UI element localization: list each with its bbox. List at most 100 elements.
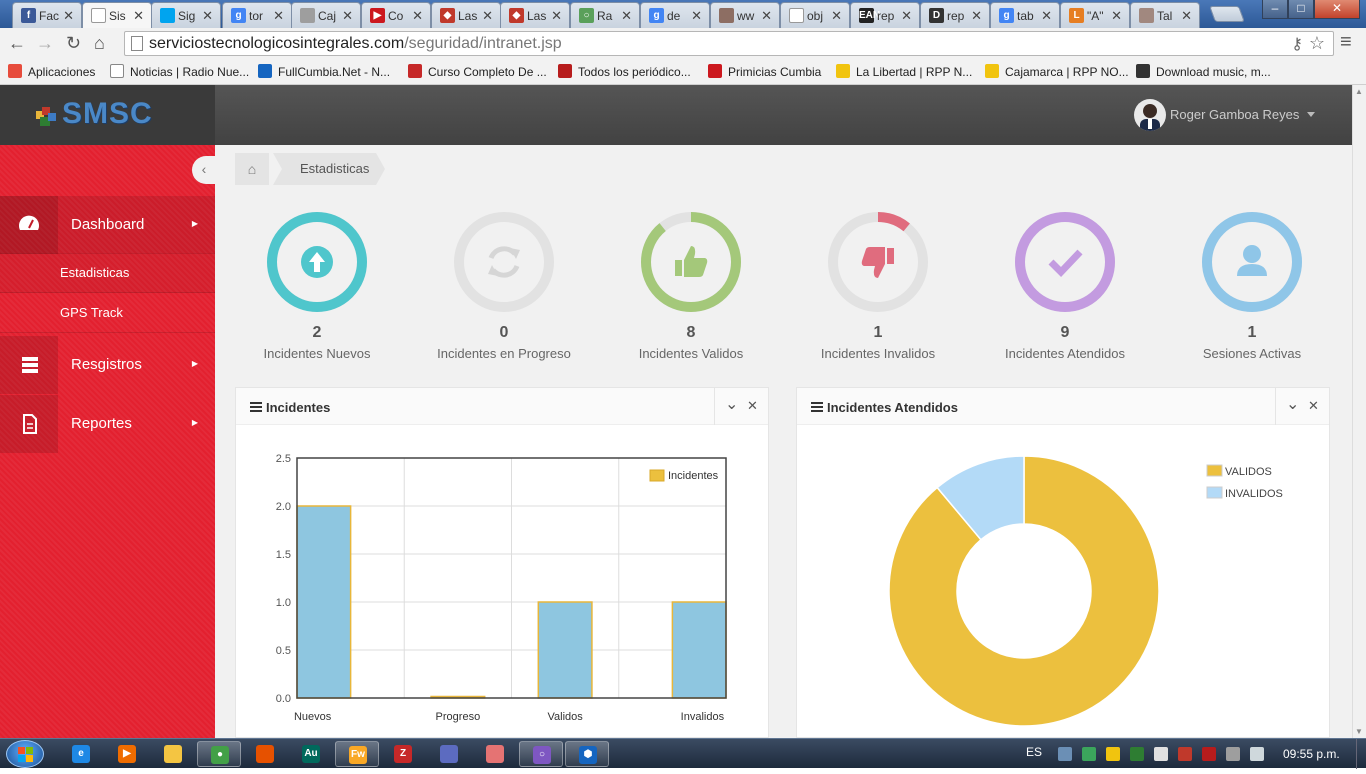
bookmark-item[interactable]: Noticias | Radio Nue... (110, 62, 249, 82)
bookmark-item[interactable]: La Libertad | RPP N... (836, 62, 972, 82)
browser-tab[interactable]: EAN rep ✕ (850, 2, 920, 28)
home-icon[interactable]: ⌂ (94, 33, 105, 53)
address-bar[interactable]: serviciostecnologicosintegrales.com/segu… (124, 31, 1334, 56)
tab-close-icon[interactable]: ✕ (901, 8, 912, 23)
start-button[interactable] (6, 740, 44, 768)
tab-close-icon[interactable]: ✕ (1041, 8, 1052, 23)
doughnut-slice[interactable] (936, 455, 1025, 541)
tray-icon[interactable] (1058, 747, 1072, 761)
bookmark-item[interactable]: Download music, m... (1136, 62, 1271, 82)
taskbar-button[interactable]: Z (381, 741, 425, 767)
collapse-button[interactable]: ⌄ (725, 396, 739, 413)
key-icon[interactable]: ⚷ (1291, 36, 1303, 53)
tray-icon[interactable] (1178, 747, 1192, 761)
scroll-down-icon[interactable]: ▼ (1355, 727, 1363, 736)
sidebar-subitem-gps-track[interactable]: GPS Track (0, 293, 215, 333)
show-desktop-button[interactable] (1356, 739, 1366, 769)
language-indicator[interactable]: ES (1026, 745, 1043, 759)
tab-close-icon[interactable]: ✕ (273, 8, 284, 23)
star-icon[interactable]: ☆ (1308, 33, 1325, 53)
tab-close-icon[interactable]: ✕ (482, 8, 493, 23)
taskbar-button[interactable] (151, 741, 195, 767)
tab-close-icon[interactable]: ✕ (1111, 8, 1122, 23)
tab-close-icon[interactable]: ✕ (342, 8, 353, 23)
taskbar-button[interactable]: ⬢ (565, 741, 609, 767)
clock[interactable]: 09:55 p.m. (1283, 747, 1340, 761)
browser-tab[interactable]: ○ Ra ✕ (570, 2, 640, 28)
close-window-button[interactable]: ✕ (1314, 0, 1360, 19)
tab-close-icon[interactable]: ✕ (831, 8, 842, 23)
tab-close-icon[interactable]: ✕ (621, 8, 632, 23)
sidebar-item-registros[interactable]: Resgistros ▶ (0, 336, 215, 394)
close-button[interactable]: ✕ (1308, 398, 1319, 413)
browser-tab[interactable]: Sig ✕ (151, 2, 221, 28)
browser-tab[interactable]: Sis ✕ (82, 2, 152, 28)
user-menu[interactable]: Roger Gamboa Reyes (1134, 99, 1315, 131)
tray-icon[interactable] (1106, 747, 1120, 761)
tab-close-icon[interactable]: ✕ (971, 8, 982, 23)
scroll-up-icon[interactable]: ▲ (1355, 87, 1363, 96)
taskbar-button[interactable]: e (59, 741, 103, 767)
taskbar-button[interactable]: ● (197, 741, 241, 767)
doughnut-slice[interactable] (888, 455, 1160, 727)
logo[interactable]: SMSC (0, 85, 215, 145)
collapse-button[interactable]: ⌄ (1286, 396, 1300, 413)
tab-close-icon[interactable]: ✕ (412, 8, 423, 23)
close-button[interactable]: ✕ (747, 398, 758, 413)
browser-tab[interactable]: ◆ Las ✕ (431, 2, 501, 28)
tray-icon[interactable] (1082, 747, 1096, 761)
tray-icon[interactable] (1226, 747, 1240, 761)
forward-icon[interactable]: → (36, 33, 54, 53)
taskbar-button[interactable] (243, 741, 287, 767)
breadcrumb-home[interactable]: ⌂ (235, 153, 269, 185)
tab-close-icon[interactable]: ✕ (133, 8, 144, 23)
bookmark-item[interactable]: Aplicaciones (8, 62, 95, 82)
bar[interactable] (296, 505, 352, 699)
browser-tab[interactable]: Caj ✕ (291, 2, 361, 28)
browser-tab[interactable]: Tal ✕ (1130, 2, 1200, 28)
bar[interactable] (537, 601, 593, 699)
bookmark-item[interactable]: Curso Completo De ... (408, 62, 547, 82)
browser-tab[interactable]: g tab ✕ (990, 2, 1060, 28)
reload-icon[interactable]: ↻ (66, 33, 82, 53)
tray-icon[interactable] (1130, 747, 1144, 761)
bookmark-item[interactable]: Todos los periódico... (558, 62, 691, 82)
tab-close-icon[interactable]: ✕ (761, 8, 772, 23)
back-icon[interactable]: ← (8, 33, 26, 53)
bookmark-item[interactable]: Cajamarca | RPP NO... (985, 62, 1129, 82)
tray-icon[interactable] (1202, 747, 1216, 761)
new-tab-button[interactable] (1209, 6, 1245, 22)
tab-close-icon[interactable]: ✕ (63, 8, 74, 23)
tab-close-icon[interactable]: ✕ (551, 8, 562, 23)
sidebar-item-reportes[interactable]: Reportes ▶ (0, 395, 215, 453)
tab-close-icon[interactable]: ✕ (1181, 8, 1192, 23)
browser-tab[interactable]: g tor ✕ (222, 2, 292, 28)
tray-icon[interactable] (1250, 747, 1264, 761)
browser-tab[interactable]: obj ✕ (780, 2, 850, 28)
browser-tab[interactable]: ▶ Co ✕ (361, 2, 431, 28)
bookmark-item[interactable]: FullCumbia.Net - N... (258, 62, 390, 82)
tab-close-icon[interactable]: ✕ (202, 8, 213, 23)
tab-close-icon[interactable]: ✕ (691, 8, 702, 23)
browser-tab[interactable]: f Fac ✕ (12, 2, 82, 28)
taskbar-button[interactable] (473, 741, 517, 767)
browser-tab[interactable]: g de ✕ (640, 2, 710, 28)
tray-icon[interactable] (1154, 747, 1168, 761)
sidebar-collapse-button[interactable]: ‹ (192, 156, 216, 184)
taskbar-button[interactable]: ○ (519, 741, 563, 767)
browser-tab[interactable]: ww ✕ (710, 2, 780, 28)
sidebar-subitem-estadisticas[interactable]: Estadisticas (0, 253, 215, 293)
minimize-button[interactable]: – (1262, 0, 1288, 19)
bar[interactable] (671, 601, 727, 699)
taskbar-button[interactable] (427, 741, 471, 767)
maximize-button[interactable]: □ (1288, 0, 1314, 19)
bookmark-item[interactable]: Primicias Cumbia (708, 62, 821, 82)
taskbar-button[interactable]: Au (289, 741, 333, 767)
browser-tab[interactable]: ◆ Las ✕ (500, 2, 570, 28)
page-scrollbar[interactable]: ▲ ▼ (1352, 85, 1366, 738)
taskbar-button[interactable]: Fw (335, 741, 379, 767)
chrome-menu-icon[interactable]: ≡ (1340, 31, 1352, 53)
sidebar-item-dashboard[interactable]: Dashboard ▶ (0, 196, 215, 254)
browser-tab[interactable]: L "A" ✕ (1060, 2, 1130, 28)
